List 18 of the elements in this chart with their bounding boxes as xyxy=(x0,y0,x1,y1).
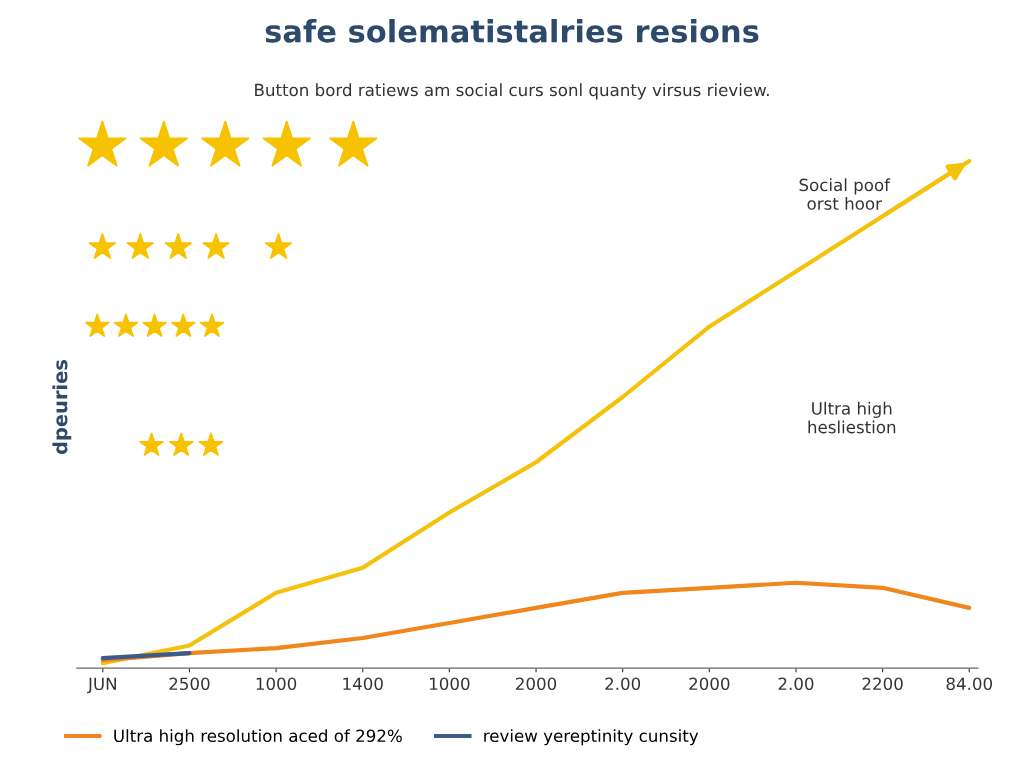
x-tick-label: 1000 xyxy=(256,677,297,691)
x-tick-label: 2000 xyxy=(689,677,730,691)
y-axis-title: dpeuries xyxy=(52,360,72,455)
x-tick-label: 1000 xyxy=(430,677,470,691)
x-tick-label: 84.00 xyxy=(946,677,993,691)
x-tick-label: 2200 xyxy=(862,677,903,691)
x-tick-label: 2.00 xyxy=(605,677,641,691)
x-tick-label: JUN xyxy=(87,677,116,694)
legend-label: Ultra high resolution aced of 292% xyxy=(114,729,402,746)
x-tick-label: 2.00 xyxy=(778,677,814,691)
annotation: Ultra high hesliestion xyxy=(808,401,896,434)
legend-label: review yereptinity cunsity xyxy=(484,729,699,746)
x-tick-label: 1400 xyxy=(343,677,383,691)
x-tick-label: 2500 xyxy=(169,677,210,691)
chart-subtitle: Button bord ratiews am social curs sonl quanty virsus rieview. xyxy=(255,83,769,100)
chart-title: safe solematistalries resions xyxy=(265,19,759,43)
annotation: Social poof orst hoor xyxy=(799,178,891,210)
x-tick-label: 2000 xyxy=(516,677,557,691)
